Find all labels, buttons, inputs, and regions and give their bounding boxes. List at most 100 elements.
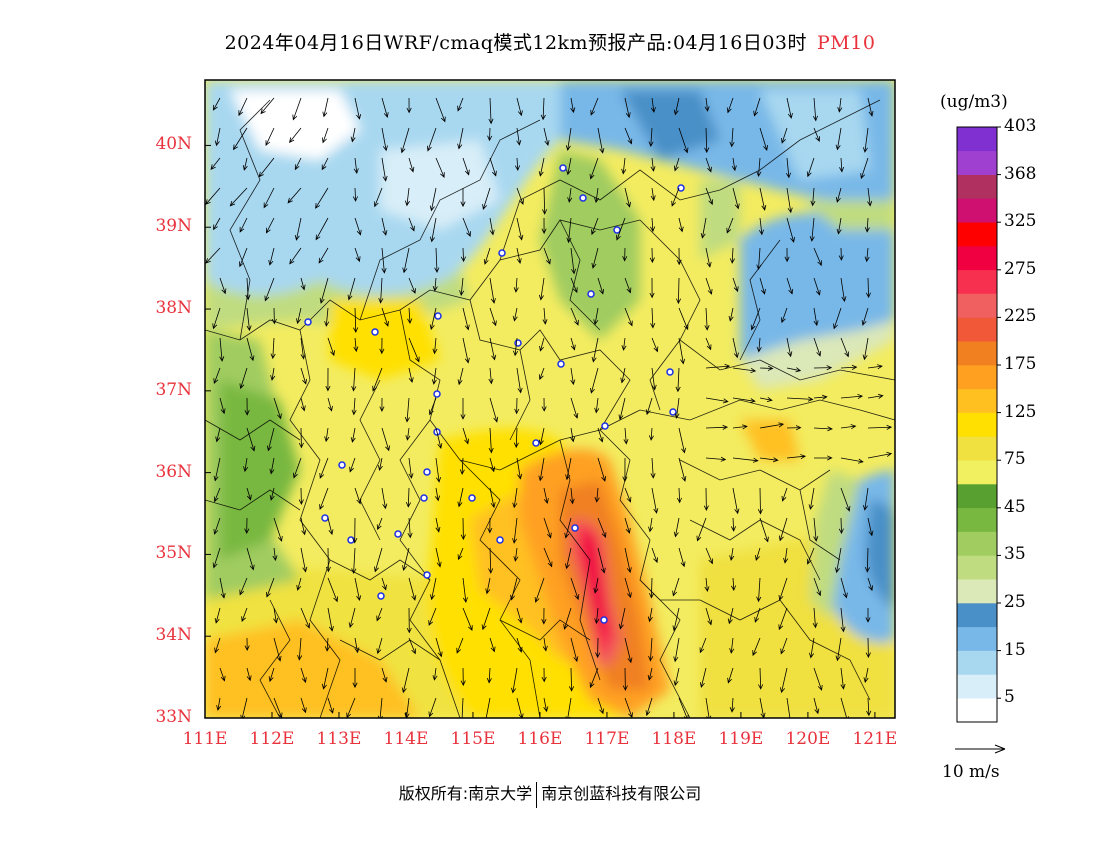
wind-arrow <box>597 517 607 538</box>
wind-arrow <box>597 127 605 154</box>
wind-arrow <box>593 577 599 594</box>
wind-arrow <box>543 547 553 568</box>
colorbar-label: 368 <box>1004 163 1037 184</box>
wind-arrow <box>835 127 842 151</box>
lon-label: 113E <box>316 729 362 749</box>
wind-arrow <box>648 637 654 662</box>
wind-arrow <box>213 487 221 503</box>
wind-arrow <box>672 577 680 597</box>
wind-arrow <box>728 307 734 322</box>
wind-arrow <box>456 637 464 654</box>
wind-arrow <box>786 454 807 460</box>
lat-label: 36N <box>155 461 192 482</box>
wind-arrow <box>408 457 414 479</box>
wind-arrow <box>570 97 576 114</box>
wind-arrow <box>428 607 437 626</box>
wind-arrow <box>729 637 735 654</box>
wind-arrow <box>270 337 276 360</box>
wind-arrow <box>379 397 385 413</box>
wind-arrow <box>622 247 628 262</box>
wind-arrow <box>566 217 572 244</box>
wind-arrow <box>242 157 248 171</box>
wind-arrow <box>813 365 833 371</box>
lat-label: 34N <box>155 625 192 646</box>
wind-arrow <box>591 247 599 269</box>
lon-label: 118E <box>651 729 697 749</box>
wind-arrow <box>839 157 845 173</box>
wind-arrow <box>780 307 788 324</box>
wind-arrow <box>570 397 579 419</box>
wind-arrow <box>840 577 848 599</box>
lon-label: 111E <box>182 729 228 749</box>
wind-arrow <box>705 456 727 462</box>
wind-arrow <box>651 487 659 514</box>
wind-arrow <box>263 187 275 209</box>
wind-arrow <box>780 667 788 694</box>
wind-arrow <box>514 157 521 172</box>
wind-arrow <box>273 607 279 624</box>
colorbar-label: 25 <box>1004 592 1026 612</box>
wind-arrow <box>381 127 388 152</box>
wind-arrow <box>457 97 464 112</box>
wind-arrow <box>488 97 494 125</box>
wind-arrow <box>516 247 522 265</box>
wind-arrow <box>678 427 686 454</box>
title-main: 2024年04月16日WRF/cmaq模式12km预报产品:04月16日03时 <box>224 32 807 54</box>
wind-arrow <box>597 697 605 715</box>
colorbar-cell <box>957 460 997 485</box>
wind-arrow <box>372 367 383 392</box>
wind-arrow <box>864 247 870 263</box>
wind-arrow <box>673 667 680 687</box>
wind-arrow <box>352 668 358 689</box>
wind-arrow <box>327 697 334 714</box>
wind-arrow <box>648 127 654 148</box>
wind-arrow <box>408 577 417 601</box>
wind-arrow <box>460 517 466 541</box>
wind-arrow <box>457 127 464 150</box>
wind-arrow <box>435 157 445 178</box>
wind-arrow <box>462 427 469 445</box>
wind-arrow <box>867 393 884 399</box>
wind-arrow <box>813 337 822 357</box>
wind-arrow <box>565 127 572 152</box>
wind-arrow <box>673 157 680 172</box>
wind-arrow <box>673 637 680 663</box>
colorbar-frame <box>956 126 998 723</box>
wind-arrow <box>351 367 357 392</box>
wind-arrow <box>514 397 520 415</box>
wind-arrow <box>297 637 303 661</box>
wind-arrow <box>219 397 226 415</box>
wind-arrow <box>352 517 358 544</box>
wind-arrow <box>327 517 334 536</box>
wind-arrow <box>624 577 632 599</box>
wind-arrow <box>212 97 221 111</box>
wind-arrow <box>487 517 493 534</box>
wind-arrow <box>376 517 383 531</box>
wind-arrow <box>786 425 802 431</box>
wind-arrow <box>377 457 383 472</box>
wind-arrow <box>756 247 762 271</box>
wind-arrow <box>673 517 680 538</box>
wind-arrow <box>758 217 764 236</box>
wind-arrow <box>300 517 307 536</box>
wind-arrow <box>460 667 466 687</box>
wind-arrow <box>589 157 599 180</box>
wind-arrow <box>752 637 761 657</box>
colorbar-label: 403 <box>1004 116 1037 136</box>
wind-arrow <box>516 367 523 394</box>
colorbar-cell <box>957 269 997 294</box>
lon-label: 115E <box>450 729 496 749</box>
wind-arrow <box>564 517 572 539</box>
wind-arrow <box>650 157 656 172</box>
wind-arrow <box>489 487 496 509</box>
wind-arrow <box>324 427 330 443</box>
wind-arrow <box>460 188 466 208</box>
wind-arrow <box>729 247 735 264</box>
wind-arrow <box>273 637 282 662</box>
wind-arrow <box>205 187 221 205</box>
wind-arrow <box>407 307 413 325</box>
wind-arrow <box>813 577 822 597</box>
wind-arrow <box>351 547 357 575</box>
wind-arrow <box>378 277 384 304</box>
chart-title: 2024年04月16日WRF/cmaq模式12km预报产品:04月16日03时 P… <box>0 28 1100 55</box>
